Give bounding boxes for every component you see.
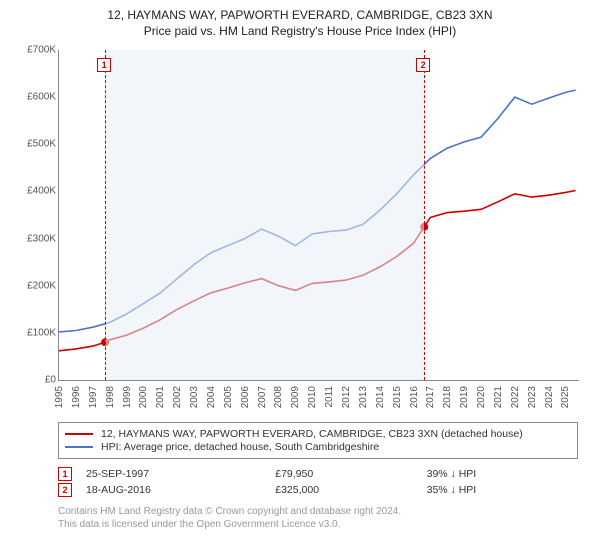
sale-row-date: 25-SEP-1997 (86, 468, 275, 480)
sale-row: 2 18-AUG-2016£325,00035% ↓ HPI (58, 483, 578, 497)
sale-marker: 1 (97, 58, 111, 72)
x-tick-label: 1998 (105, 386, 116, 408)
x-tick-label: 2016 (409, 386, 420, 408)
x-tick-label: 2008 (273, 386, 284, 408)
y-tick-label: £600K (12, 92, 56, 103)
legend-label: 12, HAYMANS WAY, PAPWORTH EVERARD, CAMBR… (101, 428, 523, 440)
x-tick-label: 2005 (223, 386, 234, 408)
chart-container: 12, HAYMANS WAY, PAPWORTH EVERARD, CAMBR… (0, 0, 600, 539)
legend-label: HPI: Average price, detached house, Sout… (101, 441, 379, 453)
y-tick-label: £400K (12, 186, 56, 197)
x-tick-label: 1996 (71, 386, 82, 408)
plot-frame: £0 £100K £200K £300K £400K £500K £600K £700K 1 2… (12, 44, 588, 416)
x-tick-label: 2025 (560, 386, 571, 408)
sale-row-marker: 1 (58, 467, 72, 481)
x-tick-label: 2017 (425, 386, 436, 408)
legend-swatch (65, 433, 93, 435)
x-tick-label: 2002 (172, 386, 183, 408)
x-tick-label: 2009 (290, 386, 301, 408)
sale-row: 1 25-SEP-1997£79,95039% ↓ HPI (58, 467, 578, 481)
footnote-line-2: This data is licensed under the Open Gov… (58, 519, 340, 530)
plot-area (58, 50, 579, 381)
chart-subtitle: Price paid vs. HM Land Registry's House … (12, 24, 588, 38)
x-tick-label: 2020 (476, 386, 487, 408)
sale-row-price: £79,950 (275, 468, 426, 480)
legend: 12, HAYMANS WAY, PAPWORTH EVERARD, CAMBR… (58, 422, 578, 459)
title-block: 12, HAYMANS WAY, PAPWORTH EVERARD, CAMBR… (12, 8, 588, 38)
x-tick-label: 2018 (442, 386, 453, 408)
chart-title: 12, HAYMANS WAY, PAPWORTH EVERARD, CAMBR… (12, 8, 588, 22)
x-tick-label: 2000 (138, 386, 149, 408)
sale-row-date: 18-AUG-2016 (86, 484, 275, 496)
legend-item: HPI: Average price, detached house, Sout… (65, 441, 571, 453)
x-tick-label: 1997 (88, 386, 99, 408)
y-tick-label: £100K (12, 327, 56, 338)
x-tick-label: 2019 (459, 386, 470, 408)
sale-vline (424, 50, 425, 380)
x-tick-label: 2004 (206, 386, 217, 408)
footnote: Contains HM Land Registry data © Crown c… (58, 505, 578, 531)
y-tick-label: £200K (12, 280, 56, 291)
x-tick-label: 2013 (358, 386, 369, 408)
legend-swatch (65, 446, 93, 448)
legend-item: 12, HAYMANS WAY, PAPWORTH EVERARD, CAMBR… (65, 428, 571, 440)
footnote-line-1: Contains HM Land Registry data © Crown c… (58, 506, 401, 517)
sale-marker: 2 (416, 58, 430, 72)
x-tick-label: 2022 (510, 386, 521, 408)
x-tick-label: 1995 (54, 386, 65, 408)
x-tick-label: 2010 (307, 386, 318, 408)
x-tick-label: 2012 (341, 386, 352, 408)
x-tick-label: 2015 (392, 386, 403, 408)
y-tick-label: £700K (12, 45, 56, 56)
x-tick-label: 1999 (122, 386, 133, 408)
x-tick-label: 2023 (527, 386, 538, 408)
x-tick-label: 2021 (493, 386, 504, 408)
sales-table: 1 25-SEP-1997£79,95039% ↓ HPI 2 18-AUG-2016… (58, 467, 578, 497)
x-tick-label: 2006 (240, 386, 251, 408)
x-tick-label: 2014 (375, 386, 386, 408)
sale-row-marker: 2 (58, 483, 72, 497)
x-tick-label: 2007 (257, 386, 268, 408)
sale-row-price: £325,000 (275, 484, 426, 496)
sale-vline (105, 50, 106, 380)
y-tick-label: £300K (12, 233, 56, 244)
x-tick-label: 2024 (544, 386, 555, 408)
x-tick-label: 2003 (189, 386, 200, 408)
y-tick-label: £500K (12, 139, 56, 150)
sale-row-delta: 39% ↓ HPI (427, 468, 578, 480)
highlight-band (105, 50, 424, 380)
x-tick-label: 2001 (155, 386, 166, 408)
y-tick-label: £0 (12, 375, 56, 386)
sale-row-delta: 35% ↓ HPI (427, 484, 578, 496)
x-tick-label: 2011 (324, 386, 335, 408)
